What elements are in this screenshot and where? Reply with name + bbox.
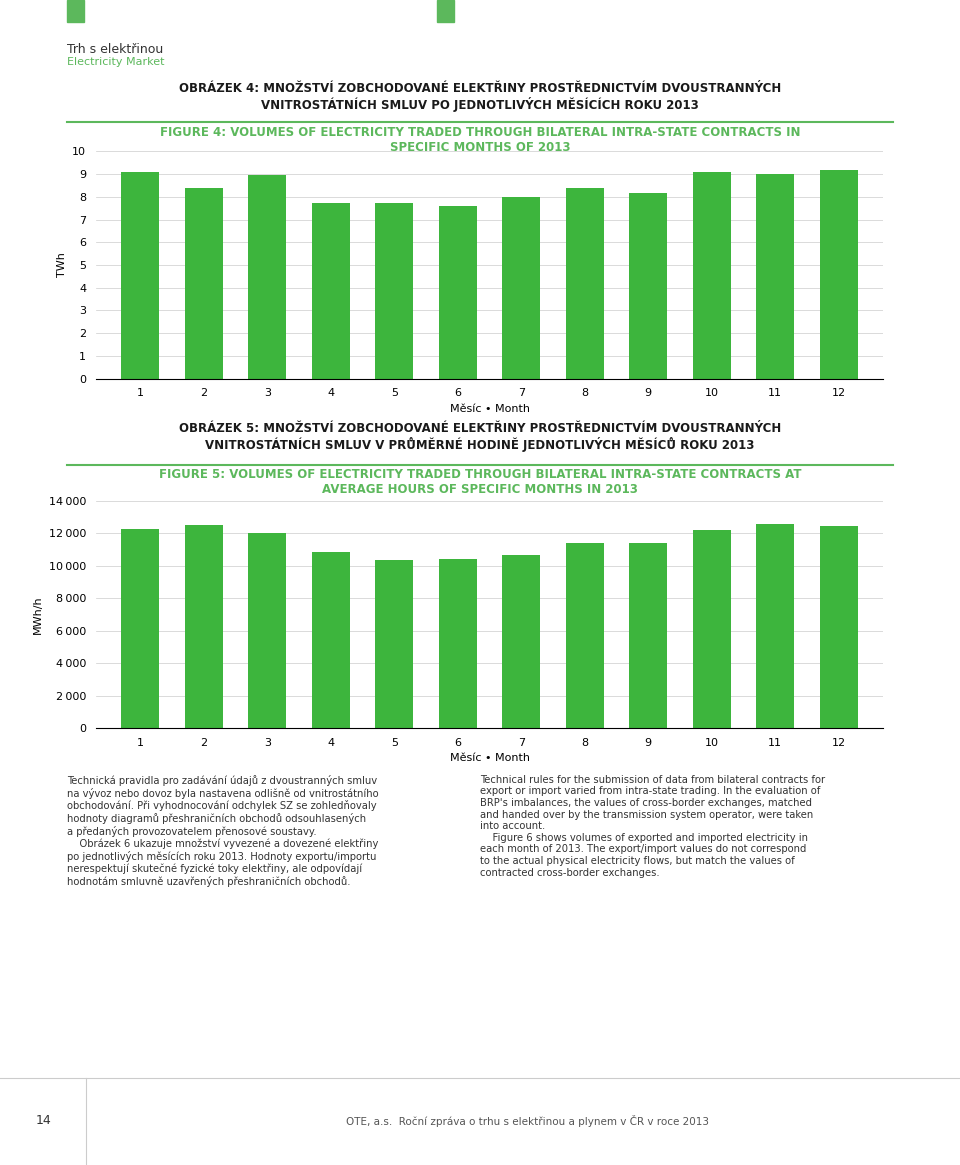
Text: OBRÁZEK 5: MNOŽSTVÍ ZOBCHODOVANÉ ELEKTŘINY PROSTŘEDNICTVÍM DVOUSTRANNÝCH
VNITROS: OBRÁZEK 5: MNOŽSTVÍ ZOBCHODOVANÉ ELEKTŘI…	[179, 422, 781, 452]
Bar	[502, 556, 540, 728]
Text: Technical rules for the submission of data from bilateral contracts for
export o: Technical rules for the submission of da…	[480, 775, 826, 877]
Text: FIGURE 4: VOLUMES OF ELECTRICITY TRADED THROUGH BILATERAL INTRA-STATE CONTRACTS : FIGURE 4: VOLUMES OF ELECTRICITY TRADED …	[159, 126, 801, 154]
Bar	[693, 172, 731, 379]
Bar	[629, 543, 667, 728]
Bar	[375, 203, 414, 379]
Bar	[249, 532, 286, 728]
Bar	[439, 558, 477, 728]
Bar	[121, 529, 159, 728]
Bar	[185, 525, 223, 728]
Bar	[121, 172, 159, 379]
Bar	[820, 170, 858, 379]
Bar	[565, 188, 604, 379]
Bar	[312, 552, 350, 728]
Bar	[756, 524, 794, 728]
Text: OBRÁZEK 4: MNOŽSTVÍ ZOBCHODOVANÉ ELEKTŘINY PROSTŘEDNICTVÍM DVOUSTRANNÝCH
VNITROS: OBRÁZEK 4: MNOŽSTVÍ ZOBCHODOVANÉ ELEKTŘI…	[179, 82, 781, 112]
Text: OTE, a.s.  Roční zpráva o trhu s elektřinou a plynem v ČR v roce 2013: OTE, a.s. Roční zpráva o trhu s elektřin…	[347, 1115, 709, 1127]
Bar	[502, 197, 540, 379]
Text: FIGURE 5: VOLUMES OF ELECTRICITY TRADED THROUGH BILATERAL INTRA-STATE CONTRACTS : FIGURE 5: VOLUMES OF ELECTRICITY TRADED …	[158, 468, 802, 496]
Bar	[312, 203, 350, 379]
Text: 14: 14	[36, 1114, 51, 1128]
Y-axis label: TWh: TWh	[57, 253, 67, 277]
X-axis label: Měsíc • Month: Měsíc • Month	[449, 754, 530, 763]
Bar	[185, 188, 223, 379]
Bar	[249, 175, 286, 379]
Bar	[439, 206, 477, 379]
Y-axis label: MWh/h: MWh/h	[34, 595, 43, 634]
Bar	[629, 193, 667, 379]
Bar	[820, 527, 858, 728]
Bar	[693, 530, 731, 728]
Bar	[756, 174, 794, 379]
X-axis label: Měsíc • Month: Měsíc • Month	[449, 404, 530, 414]
Text: Electricity Market: Electricity Market	[67, 57, 165, 68]
Text: Technická pravidla pro zadávání údajů z dvoustranných smluv
na vývoz nebo dovoz : Technická pravidla pro zadávání údajů z …	[67, 775, 379, 887]
Text: Trh s elektřinou: Trh s elektřinou	[67, 43, 163, 56]
Bar	[375, 560, 414, 728]
Bar	[565, 543, 604, 728]
